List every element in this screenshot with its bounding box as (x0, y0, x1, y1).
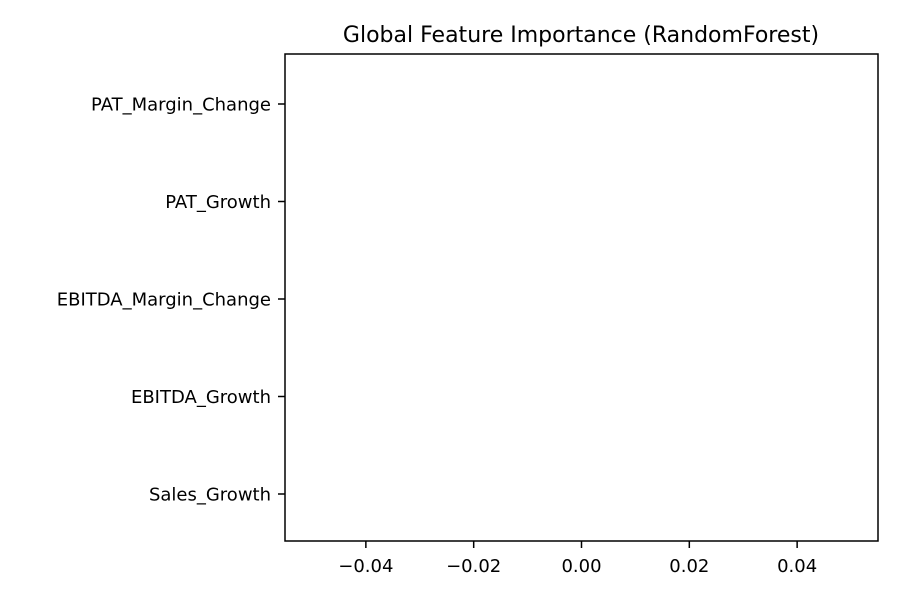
x-tick-label: 0.02 (669, 556, 709, 577)
x-tick-label: −0.02 (446, 556, 501, 577)
axes-frame (284, 53, 879, 542)
y-tick-label: EBITDA_Growth (131, 387, 271, 408)
x-tick-label: 0.04 (777, 556, 817, 577)
y-axis: PAT_Margin_Change PAT_Growth EBITDA_Margin… (57, 95, 285, 506)
x-tick-label: −0.04 (338, 556, 393, 577)
y-tick-label: PAT_Margin_Change (91, 95, 271, 116)
chart-title: Global Feature Importance (RandomForest) (343, 23, 819, 48)
x-tick-label: 0.00 (561, 556, 601, 577)
y-tick-label: PAT_Growth (165, 192, 271, 213)
y-tick-label: Sales_Growth (149, 485, 271, 506)
x-axis: −0.04 −0.02 0.00 0.02 0.04 (338, 541, 817, 577)
y-tick-label: EBITDA_Margin_Change (57, 290, 271, 311)
